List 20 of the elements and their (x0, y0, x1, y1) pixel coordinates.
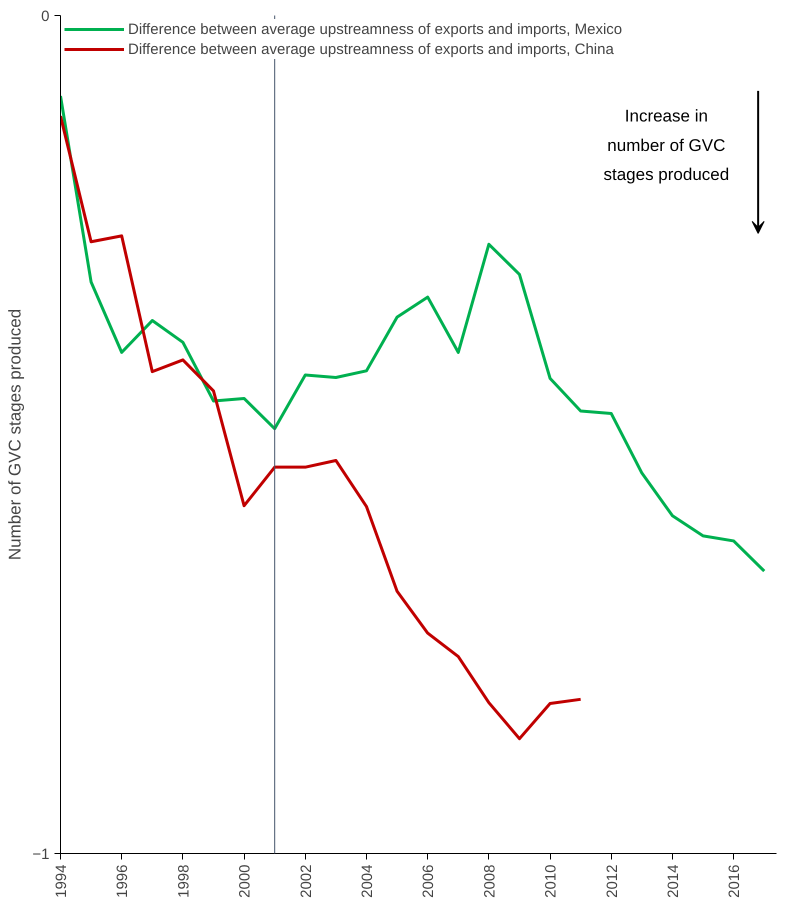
line-series (60, 114, 582, 740)
x-tick-label: 2014 (664, 864, 682, 898)
x-tick-label: 2004 (358, 864, 376, 898)
x-tick-label: 2016 (726, 864, 744, 898)
x-tick-label: 2000 (236, 864, 254, 898)
x-tick-label: 2006 (420, 864, 438, 898)
y-tick-label: 0 (41, 8, 50, 25)
x-tick-label: 2002 (298, 864, 315, 898)
x-tick-label: 2012 (604, 864, 621, 898)
x-tick-label: 2010 (542, 864, 560, 898)
y-axis-title: Number of GVC stages produced (5, 308, 24, 560)
x-tick-label: 1996 (114, 864, 132, 898)
x-tick-label: 2008 (481, 864, 498, 898)
annotation: Increase in number of GVC stages produced (603, 106, 730, 184)
legend-label: Difference between average upstreamness of exports and imports, Mexico (128, 20, 622, 38)
x-tick-label: 1998 (175, 864, 192, 898)
y-tick-label: −1 (32, 846, 50, 863)
x-tick-label: 1994 (53, 864, 70, 898)
line-series (60, 94, 766, 573)
legend-label: Difference between average upstreamness of exports and imports, China (128, 40, 614, 58)
